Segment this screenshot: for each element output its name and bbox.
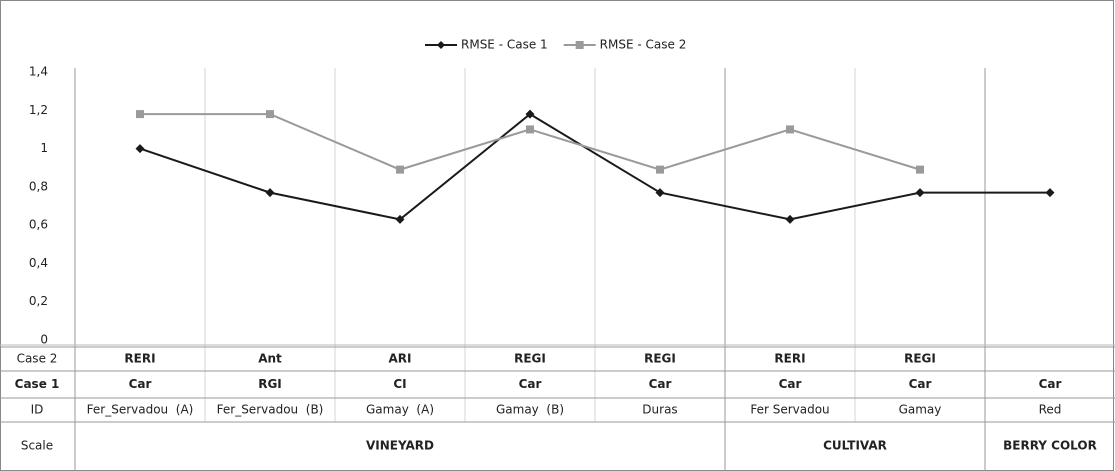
y-tick-label: 0,4 [29, 256, 48, 270]
case1-label: Car [1039, 377, 1062, 391]
y-tick-label: 1,2 [29, 103, 48, 117]
id-label: Fer_Servadou (A) [87, 403, 194, 417]
scale-label: VINEYARD [366, 439, 434, 453]
id-label: Gamay (A) [366, 403, 434, 417]
series-line [140, 113, 921, 171]
point [395, 214, 405, 224]
point [785, 214, 795, 224]
point [786, 125, 794, 134]
row-header: Scale [21, 439, 53, 453]
point [655, 188, 665, 198]
case2-label: Ant [258, 352, 282, 366]
point [915, 188, 925, 198]
y-tick-label: 0,6 [29, 218, 48, 232]
case1-label: Car [129, 377, 152, 391]
point [1045, 188, 1055, 198]
y-tick-label: 0,8 [29, 179, 48, 193]
case2-label: REGI [514, 352, 546, 366]
series-line [139, 112, 1050, 221]
row-header: Case 1 [15, 377, 60, 391]
y-tick-label: 1 [40, 141, 48, 155]
case1-label: CI [393, 377, 406, 391]
case1-label: Car [649, 377, 672, 391]
case2-label: RERI [124, 352, 155, 366]
point [525, 109, 535, 119]
scale-label: BERRY COLOR [1003, 439, 1097, 453]
case2-label: REGI [904, 352, 936, 366]
row-header: Case 2 [17, 352, 58, 366]
case2-label: ARI [389, 352, 412, 366]
id-label: Duras [642, 403, 677, 417]
point [266, 110, 274, 119]
scale-label: CULTIVAR [823, 439, 887, 453]
point [656, 165, 664, 174]
legend-label: RMSE - Case 1 [461, 38, 548, 52]
point [135, 144, 145, 154]
case1-label: Car [909, 377, 932, 391]
y-tick-label: 0 [40, 333, 48, 347]
case1-label: RGI [258, 377, 282, 391]
point [396, 165, 404, 174]
legend-label: RMSE - Case 2 [600, 38, 687, 52]
legend-marker [437, 41, 445, 49]
case2-label: REGI [644, 352, 676, 366]
id-label: Fer_Servadou (B) [217, 403, 324, 417]
row-header: ID [31, 403, 44, 417]
y-tick-label: 1,4 [29, 65, 48, 79]
point [265, 188, 275, 198]
legend-marker [575, 41, 584, 49]
point [916, 165, 924, 174]
id-label: Red [1039, 403, 1062, 417]
point [136, 110, 144, 119]
case2-label: RERI [774, 352, 805, 366]
case1-label: Car [779, 377, 802, 391]
id-label: Fer Servadou [750, 403, 829, 417]
point [526, 125, 534, 134]
id-label: Gamay [899, 403, 942, 417]
y-tick-label: 0,2 [29, 294, 48, 308]
id-label: Gamay (B) [496, 403, 564, 417]
case1-label: Car [519, 377, 542, 391]
